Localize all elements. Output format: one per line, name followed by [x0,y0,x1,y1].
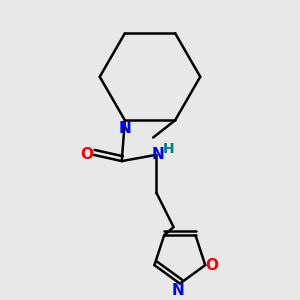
Text: N: N [152,147,164,162]
Text: N: N [172,283,184,298]
Text: O: O [80,147,93,162]
Text: H: H [162,142,174,156]
Text: N: N [118,121,131,136]
Text: O: O [206,258,219,273]
